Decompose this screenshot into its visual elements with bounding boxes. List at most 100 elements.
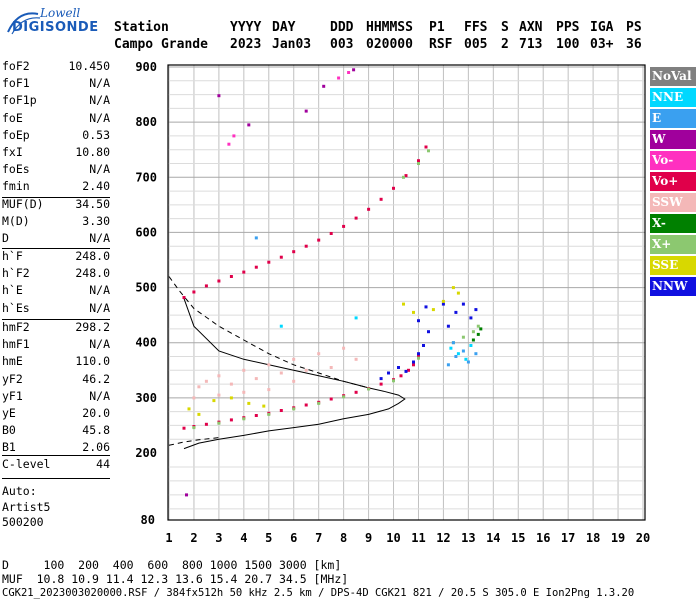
legend-item-vo: Vo- [650, 151, 696, 170]
param-row: hmE 110.0 [2, 353, 110, 370]
echo-point-vo [279, 255, 283, 259]
echo-point-nne [456, 352, 460, 356]
echo-point-x [217, 421, 221, 425]
file-info-row: CGK21_2023003020000.RSF / 384fx512h 50 k… [2, 587, 635, 599]
x-tick-label: 19 [611, 531, 625, 545]
echo-point-vo [417, 355, 420, 358]
header-ps-value: 36 [626, 37, 642, 52]
param-label: h`E [2, 283, 23, 298]
param-label: hmE [2, 354, 23, 369]
echo-point-ssw [279, 371, 283, 375]
y-tick-label: 600 [135, 225, 157, 239]
echo-point-nne [279, 324, 283, 328]
param-value: 110.0 [75, 354, 110, 369]
echo-point-ssw [267, 363, 271, 367]
header-year-value: 2023 [230, 37, 262, 52]
echo-point-vo [337, 76, 341, 80]
param-label: yE [2, 405, 16, 420]
echo-point-ssw [242, 368, 246, 372]
echo-point-vo [229, 275, 233, 278]
echo-point-ssw [292, 379, 296, 383]
echo-point-x [342, 395, 346, 399]
header-iga-label: IGA [590, 20, 614, 35]
header-axn-value: 713 [519, 37, 543, 52]
echo-point-sse [212, 399, 216, 403]
echo-point-nnw [417, 319, 420, 323]
param-row: fmin 2.40 [2, 178, 110, 195]
param-row: foF1p N/A [2, 92, 110, 109]
param-row: foE N/A [2, 110, 110, 127]
header-hhmmss-value: 020000 [366, 37, 413, 52]
echo-point-nnw [397, 366, 400, 369]
x-tick-label: 2 [190, 531, 197, 545]
echo-point-x [476, 332, 480, 336]
echo-point-vo [379, 382, 383, 386]
x-tick-label: 15 [511, 531, 525, 545]
x-tick-label: 10 [386, 531, 400, 545]
echo-point-x [242, 417, 246, 421]
echo-point-nnw [422, 344, 425, 347]
x-tick-label: 6 [290, 531, 297, 545]
y-tick-label: 80 [141, 513, 155, 527]
x-tick-label: 8 [340, 531, 347, 545]
header-axn-label: AXN [519, 20, 543, 35]
param-label: foEs [2, 162, 30, 177]
y-tick-label: 400 [135, 336, 157, 350]
echo-point-vo [304, 403, 308, 407]
param-row: hmF2 298.2 [2, 319, 110, 336]
param-row: foEp 0.53 [2, 127, 110, 144]
param-label: foE [2, 110, 23, 125]
params-divider [2, 197, 110, 198]
echo-point-nne [464, 357, 468, 361]
x-tick-label: 16 [536, 531, 550, 545]
param-value: 3.30 [82, 214, 110, 229]
x-tick-label: 17 [561, 531, 575, 545]
echo-point-x [461, 335, 465, 339]
echo-point-x [476, 324, 480, 328]
param-value: 20.0 [82, 405, 110, 420]
logo-lowell-text: Lowell [40, 6, 81, 20]
echo-point-vo [304, 244, 308, 248]
y-tick-label: 700 [135, 170, 157, 184]
echo-point-vo [292, 250, 296, 254]
param-label: D [2, 231, 9, 246]
echo-point-x [392, 379, 395, 383]
param-value: 44 [96, 457, 110, 471]
echo-point-w [352, 68, 356, 72]
param-row: B0 45.8 [2, 422, 110, 439]
param-label: MUF(D) [2, 197, 44, 211]
x-tick-label: 12 [436, 531, 450, 545]
header-day-value: Jan03 [272, 37, 312, 52]
echo-point-sse [412, 310, 415, 314]
echo-point-e [254, 236, 258, 240]
param-value: N/A [89, 162, 110, 177]
param-row: foF1 N/A [2, 75, 110, 92]
echo-point-ssw [354, 357, 358, 361]
curve-extrapolated-lower [168, 437, 219, 446]
y-axis-ticks: 200 300 400 500 600 700 800 900 80 [135, 60, 157, 527]
echo-point-e [474, 352, 478, 356]
header-day-label: DAY [272, 20, 296, 35]
echo-point-sse [456, 291, 460, 295]
autoscaling-info: Auto: Artist5 500200 [2, 484, 50, 531]
legend-item-ssw: SSW [650, 193, 696, 212]
param-label: hmF2 [2, 320, 30, 334]
param-value: 2.06 [82, 440, 110, 455]
param-label: foF1p [2, 93, 37, 108]
param-value: 10.450 [68, 59, 110, 73]
param-label: yF2 [2, 371, 23, 386]
legend-item-nnw: NNW [650, 277, 696, 296]
x-tick-label: 5 [265, 531, 272, 545]
plot-frame [167, 64, 646, 521]
param-label: foEp [2, 127, 30, 142]
chart-points [182, 68, 483, 497]
echo-point-vo [229, 418, 233, 422]
scaled-parameters-panel: foF2 10.450 foF1 N/A foF1p N/A foE N/A foEp 0… [2, 58, 110, 479]
echo-point-e [451, 341, 455, 345]
param-value: N/A [89, 93, 110, 108]
echo-point-sse [187, 407, 191, 411]
autoscaler-version: 500200 [2, 515, 44, 529]
legend-item-x: X- [650, 214, 696, 233]
param-row: h`Es N/A [2, 300, 110, 317]
chart-curves [168, 276, 406, 450]
